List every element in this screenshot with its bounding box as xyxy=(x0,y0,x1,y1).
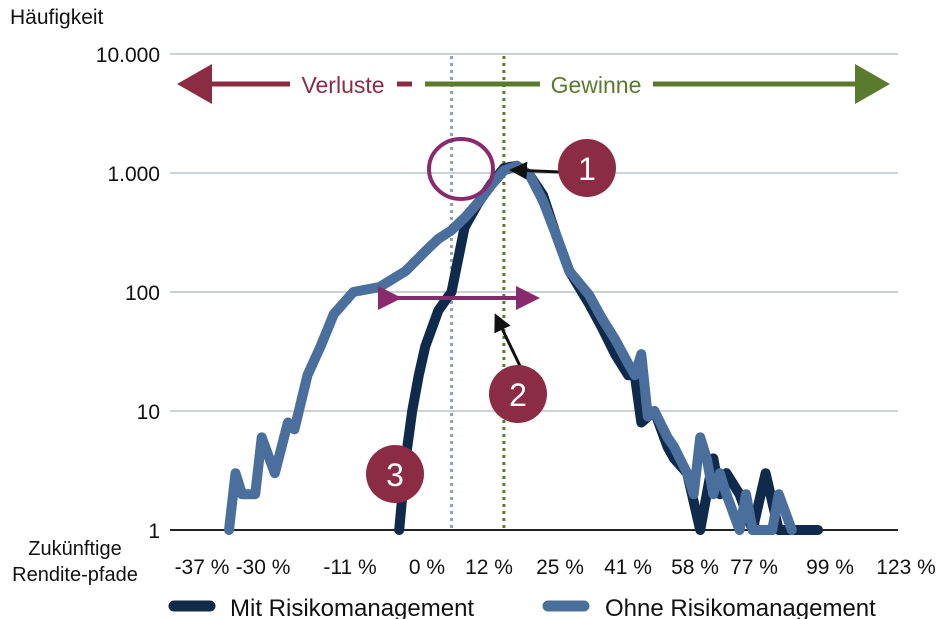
x-tick-label: 99 % xyxy=(806,556,854,579)
y-tick-label: 100 xyxy=(125,282,160,305)
callout-3-label: 3 xyxy=(386,457,404,493)
x-tick-label: -11 % xyxy=(323,556,376,579)
losses-arrow: Verluste xyxy=(177,64,412,104)
legend-item-mit: Mit Risikomanagement xyxy=(168,595,474,619)
x-tick-label: 77 % xyxy=(730,556,778,579)
x-tick-labels: -37 % -30 % -11 % 0 % 12 % 25 % 41 % 58 % 77 % 99… xyxy=(175,556,936,579)
gains-arrow: Gewinne xyxy=(425,64,890,104)
peak-highlight-circle xyxy=(427,137,495,201)
legend-label-mit: Mit Risikomanagement xyxy=(230,595,474,619)
callout-1-label: 1 xyxy=(578,151,596,187)
y-axis-title: Häufigkeit xyxy=(10,6,104,29)
y-tick-label: 10 xyxy=(137,401,160,424)
y-tick-labels: 1 10 100 1.000 10.000 xyxy=(96,44,160,543)
callout-3: 3 xyxy=(366,445,424,503)
x-tick-label: 12 % xyxy=(465,556,513,579)
x-tick-label: 41 % xyxy=(604,556,652,579)
legend-item-ohne: Ohne Risikomanagement xyxy=(542,595,876,619)
x-axis-title: Zukünftige Rendite-pfade xyxy=(12,538,138,586)
x-tick-label: -37 % xyxy=(175,556,230,579)
y-tick-label: 10.000 xyxy=(96,44,160,67)
gains-label: Gewinne xyxy=(551,72,642,98)
x-tick-label: -30 % xyxy=(236,556,291,579)
callout-2: 2 xyxy=(489,313,547,423)
x-tick-label: 58 % xyxy=(671,556,719,579)
losses-label: Verluste xyxy=(301,72,384,98)
series-lines xyxy=(224,160,823,535)
series-line-ohne-risikomanagement xyxy=(224,160,797,535)
x-tick-label: 25 % xyxy=(536,556,584,579)
legend: Mit Risikomanagement Ohne Risikomanageme… xyxy=(168,595,876,619)
y-tick-label: 1.000 xyxy=(107,163,160,186)
callout-2-label: 2 xyxy=(509,377,527,413)
callout-1: 1 xyxy=(509,139,616,197)
y-tick-label: 1 xyxy=(148,520,160,543)
x-tick-label: 0 % xyxy=(409,556,445,579)
x-tick-label: 123 % xyxy=(876,556,936,579)
legend-label-ohne: Ohne Risikomanagement xyxy=(605,595,876,619)
reference-lines xyxy=(450,56,506,530)
